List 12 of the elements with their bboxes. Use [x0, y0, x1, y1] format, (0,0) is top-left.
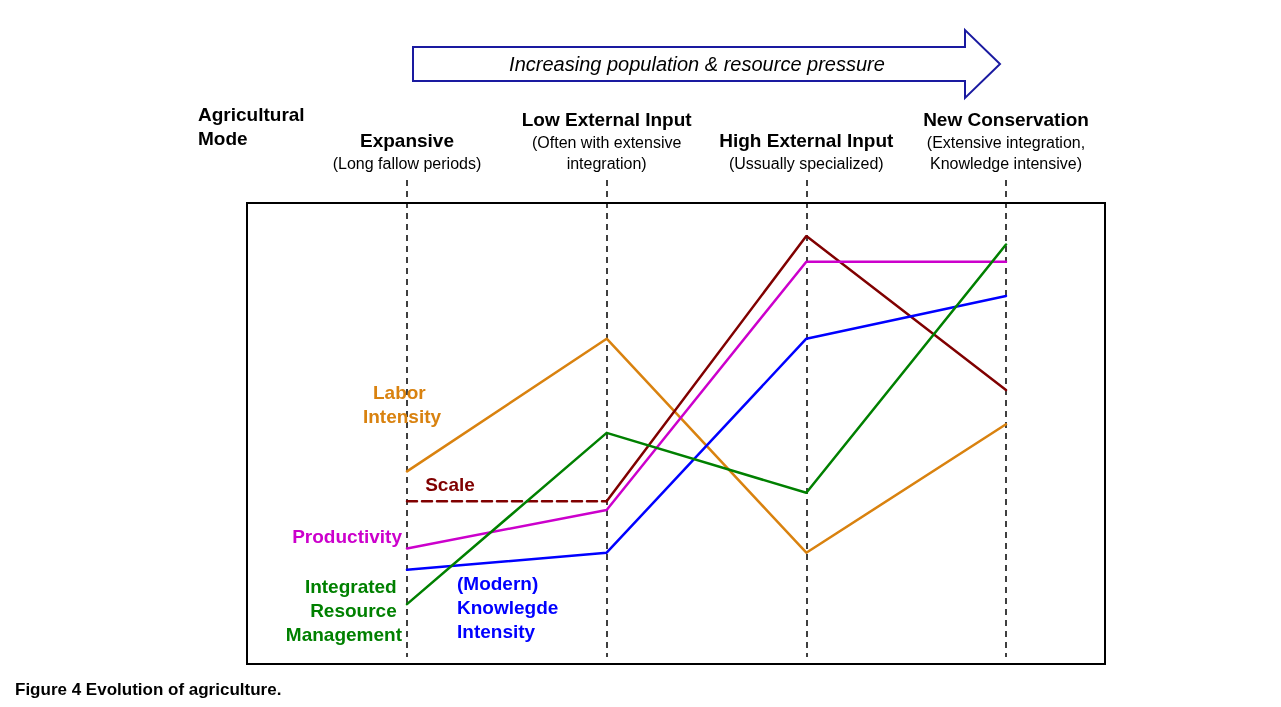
x-tick-label: High External Input (Ussually specialized): [719, 129, 895, 172]
text: Figure 4 Evolution of agriculture.: [15, 680, 282, 699]
x-tick-label: New Conservation (Extensive integration, Knowledge intensive): [923, 108, 1089, 172]
x-tick-label: Expansive (Long fallow periods): [332, 129, 482, 172]
x-axis-title: Agricultural Mode: [198, 103, 310, 149]
series-label: Integrated Resource Management: [285, 575, 403, 645]
series-label: Scale: [425, 473, 475, 495]
series-label: Productivity: [292, 525, 403, 547]
series-label: (Modern) Knowlegde Intensity: [457, 573, 564, 643]
x-tick-label: Low External Input (Often with extensive integration): [521, 108, 693, 172]
text: Increasing population & resource pressure: [509, 53, 885, 75]
series-label: Labor Intensity: [362, 381, 442, 427]
